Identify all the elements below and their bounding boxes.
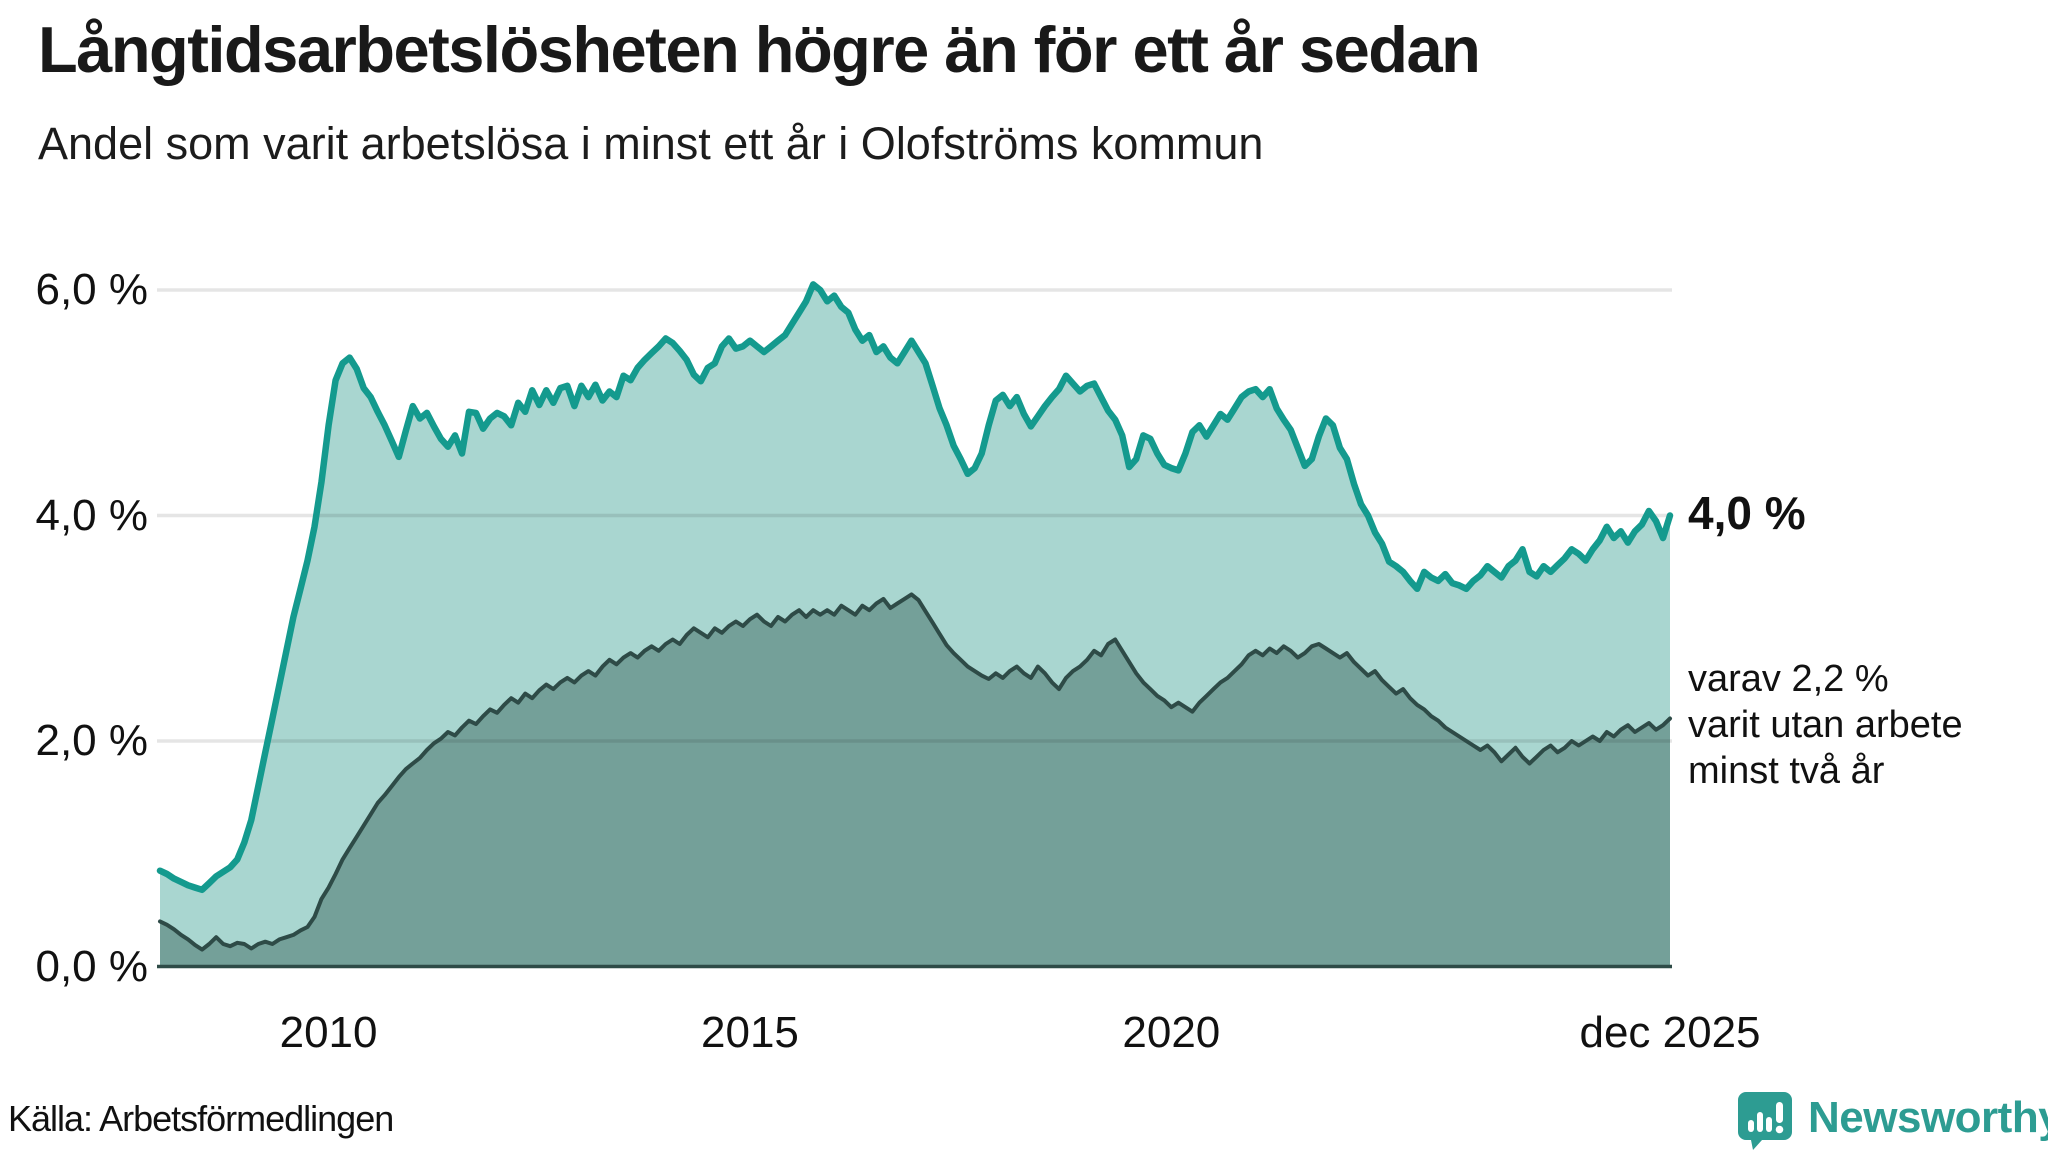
latest-value-label: 4,0 %: [1688, 486, 1806, 539]
brand-name: Newsworthy: [1808, 1093, 2048, 1142]
newsworthy-logo: Newsworthy: [1736, 1088, 2048, 1152]
two-year-annotation-line3: minst två år: [1688, 750, 1885, 793]
x-tick-label-2015: 2015: [701, 1008, 799, 1057]
y-tick-label-2: 2,0 %: [35, 716, 148, 765]
two-year-annotation-line2: varit utan arbete: [1688, 704, 1963, 747]
x-tick-label-dec-2025: dec 2025: [1579, 1008, 1761, 1057]
page-subtitle: Andel som varit arbetslösa i minst ett å…: [38, 118, 1264, 169]
x-tick-label-2020: 2020: [1122, 1008, 1221, 1057]
line-one-year: [156, 281, 1674, 894]
page-title: Långtidsarbetslösheten högre än för ett …: [38, 13, 1481, 86]
two-year-annotation: varav 2,2 % varit utan arbete minst två …: [1688, 656, 1963, 794]
speech-bubble-bar-chart-icon: [1738, 1092, 1792, 1150]
area-two-year: [160, 594, 1670, 967]
two-year-annotation-line1: varav 2,2 %: [1688, 658, 1889, 701]
line-two-year: [158, 592, 1672, 952]
y-tick-label-6: 6,0 %: [35, 265, 148, 314]
x-tick-label-2010: 2010: [279, 1008, 378, 1057]
y-tick-label-0: 0,0 %: [35, 941, 148, 991]
source-note: Källa: Arbetsförmedlingen: [8, 1098, 394, 1139]
y-tick-label-4: 4,0 %: [35, 490, 148, 540]
